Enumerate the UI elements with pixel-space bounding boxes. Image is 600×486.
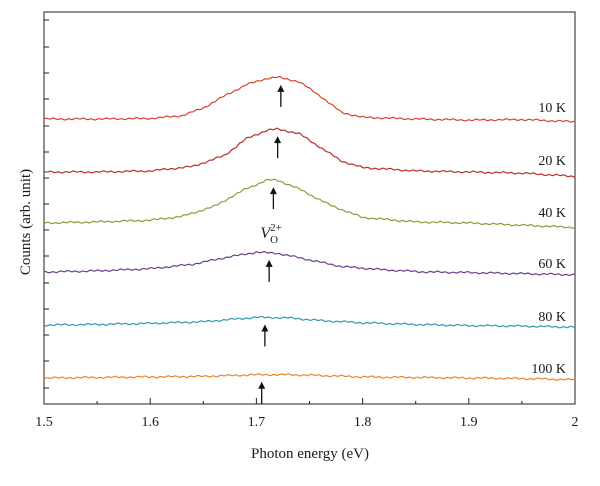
peak-arrow-head-1 [274, 136, 282, 144]
series-label-4: 80 K [538, 310, 566, 325]
series-line-5 [43, 373, 576, 381]
series-line-0 [43, 75, 576, 123]
plot-axes: 1.5 1.6 1.7 1.8 1.9 2 [35, 11, 579, 430]
peak-arrow-head-3 [265, 259, 273, 267]
series-label-1: 20 K [538, 154, 566, 169]
annotation-base: V [260, 225, 272, 242]
plot-frame [43, 11, 576, 405]
x-tick-label: 1.5 [35, 415, 53, 430]
series-label-2: 40 K [538, 206, 566, 221]
annotation-subscript: O [270, 234, 278, 246]
series-line-3 [43, 251, 576, 277]
series-layer [43, 75, 576, 404]
peak-arrow-head-4 [261, 324, 269, 332]
annotation-superscript: 2+ [270, 222, 282, 234]
series-label-3: 60 K [538, 257, 566, 272]
series-line-2 [43, 178, 576, 229]
vo-annotation: VO2+ [260, 222, 281, 246]
x-tick-label: 1.9 [460, 415, 478, 430]
peak-arrow-head-0 [277, 84, 285, 92]
x-tick-label: 1.6 [141, 415, 159, 430]
y-axis-title: Counts (arb. unit) [18, 169, 34, 275]
x-axis-title: Photon energy (eV) [251, 446, 369, 462]
series-label-0: 10 K [538, 101, 566, 116]
series-line-1 [43, 127, 576, 179]
series-label-5: 100 K [531, 362, 566, 377]
x-tick-label: 1.8 [354, 415, 372, 430]
peak-arrow-head-2 [269, 187, 277, 195]
x-tick-label: 1.7 [248, 415, 266, 430]
series-line-4 [43, 315, 576, 329]
peak-arrow-head-5 [258, 381, 266, 389]
x-tick-label: 2 [572, 415, 579, 430]
labels-layer: 10 K 20 K 40 K 60 K 80 K 100 K [531, 101, 566, 377]
